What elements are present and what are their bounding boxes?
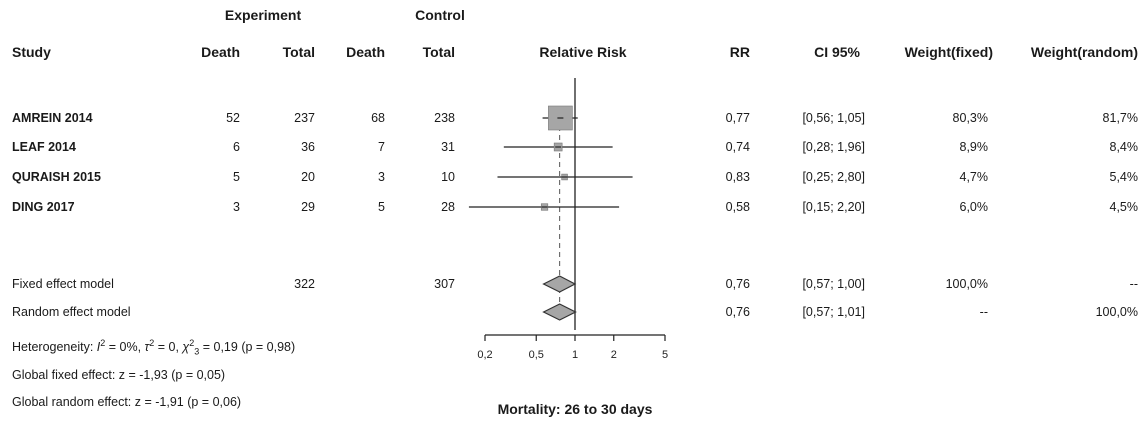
i2-value: = 0%, <box>105 340 145 354</box>
experiment-total: 20 <box>301 170 315 184</box>
rr-value: 0,58 <box>725 200 750 214</box>
ci-value: [0,25; 2,80] <box>802 170 865 184</box>
weight-random-value: 81,7% <box>1102 111 1138 125</box>
weight-fixed-value: 80,3% <box>952 111 988 125</box>
experiment-death: 6 <box>233 140 240 154</box>
study-name: LEAF 2014 <box>12 140 76 154</box>
study-name: AMREIN 2014 <box>12 111 93 125</box>
control-total: 307 <box>434 277 455 291</box>
experiment-death: 5 <box>233 170 240 184</box>
experiment-death-header: Death <box>201 44 240 60</box>
x-tick-label: 1 <box>572 349 578 361</box>
study-header: Study <box>12 44 51 60</box>
pooled-diamond <box>542 303 577 321</box>
weight-fixed-value: 6,0% <box>959 200 989 214</box>
weight-fixed-value: 4,7% <box>959 170 989 184</box>
ci-value: [0,15; 2,20] <box>802 200 865 214</box>
rr-value: 0,77 <box>725 111 750 125</box>
x-tick-label: 2 <box>611 349 617 361</box>
ci-header: CI 95% <box>814 44 860 60</box>
ci-value: [0,28; 1,96] <box>802 140 865 154</box>
rr-value: 0,76 <box>725 305 750 319</box>
weight-fixed-value: -- <box>979 305 988 319</box>
rr-value: 0,83 <box>725 170 750 184</box>
x-tick-label: 5 <box>662 349 668 361</box>
weight-fixed-value: 8,9% <box>959 140 989 154</box>
x-axis-label: Mortality: 26 to 30 days <box>498 401 653 417</box>
experiment-total: 322 <box>294 277 315 291</box>
pooled-diamond <box>542 275 577 293</box>
experiment-total: 29 <box>301 200 315 214</box>
weight-fixed-value: 100,0% <box>945 277 988 291</box>
weight-random-value: 5,4% <box>1109 170 1139 184</box>
model-name: Fixed effect model <box>12 277 114 291</box>
rr-value: 0,74 <box>725 140 750 154</box>
weight-random-header: Weight(random) <box>1030 44 1138 60</box>
control-death-header: Death <box>346 44 385 60</box>
x-tick-label: 0,2 <box>477 349 492 361</box>
heterogeneity-prefix: Heterogeneity: <box>12 340 97 354</box>
study-name: QURAISH 2015 <box>12 170 101 184</box>
control-death: 68 <box>371 111 385 125</box>
control-total-header: Total <box>422 44 455 60</box>
i2-symbol: I <box>96 340 101 354</box>
chi-df: 3 <box>194 346 200 357</box>
weight-random-value: 100,0% <box>1095 305 1138 319</box>
tau-value: = 0, <box>154 340 183 354</box>
rr-header: RR <box>729 44 750 60</box>
x-tick-label: 0,5 <box>529 349 544 361</box>
control-death: 7 <box>378 140 385 154</box>
model-name: Random effect model <box>12 305 131 319</box>
study-name: DING 2017 <box>12 200 75 214</box>
rr-value: 0,76 <box>725 277 750 291</box>
experiment-total-header: Total <box>282 44 315 60</box>
control-total: 28 <box>441 200 455 214</box>
experiment-total: 237 <box>294 111 315 125</box>
heterogeneity-text: Heterogeneity: I2 = 0%, τ2 = 0, χ23 = 0,… <box>12 337 296 357</box>
experiment-total: 36 <box>301 140 315 154</box>
control-death: 5 <box>378 200 385 214</box>
weight-random-value: 8,4% <box>1109 140 1139 154</box>
ci-value: [0,57; 1,00] <box>802 277 865 291</box>
chi-symbol: χ <box>182 340 190 354</box>
control-total: 10 <box>441 170 455 184</box>
global-random-effect: Global random effect: z = -1,91 (p = 0,0… <box>12 395 242 409</box>
weight-random-value: -- <box>1129 277 1138 291</box>
control-total: 31 <box>441 140 455 154</box>
relative-risk-header: Relative Risk <box>539 44 627 60</box>
tau-symbol: τ <box>144 340 150 354</box>
chi-value: = 0,19 (p = 0,98) <box>199 340 296 354</box>
ci-value: [0,56; 1,05] <box>802 111 865 125</box>
global-fixed-effect: Global fixed effect: z = -1,93 (p = 0,05… <box>12 368 226 382</box>
weight-fixed-header: Weight(fixed) <box>904 44 993 60</box>
weight-random-value: 4,5% <box>1109 200 1139 214</box>
experiment-death: 52 <box>226 111 240 125</box>
experiment-death: 3 <box>233 200 240 214</box>
experiment-header: Experiment <box>224 7 302 23</box>
control-total: 238 <box>434 111 455 125</box>
ci-value: [0,57; 1,01] <box>802 305 865 319</box>
control-death: 3 <box>378 170 385 184</box>
control-header: Control <box>415 7 465 23</box>
